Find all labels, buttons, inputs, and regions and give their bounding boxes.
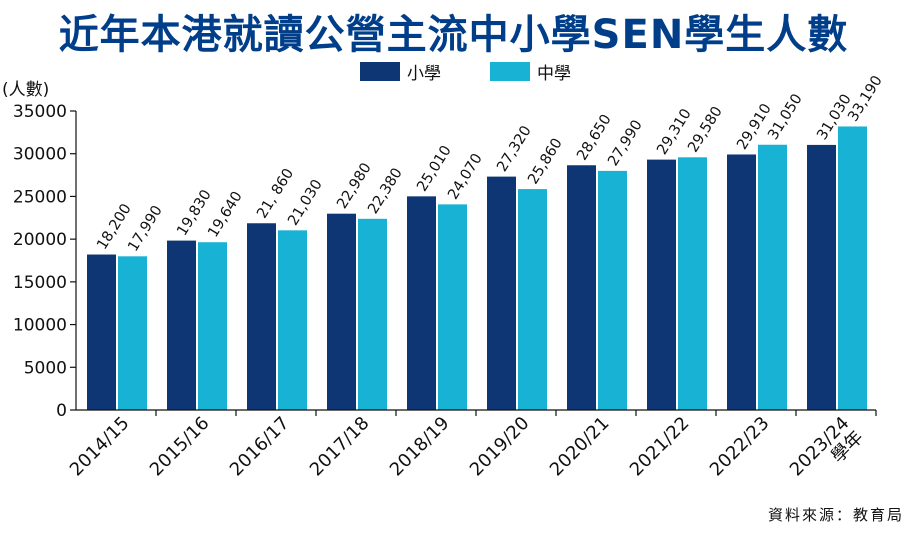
bar-secondary-5 [438,204,467,410]
bar-primary-7 [567,165,596,410]
y-tick-label: 5000 [24,358,67,378]
legend: 小學 中學 [360,62,571,84]
x-tick-label: 2016/17 [226,413,294,481]
bar-secondary-9 [758,144,787,410]
bar-secondary-7 [598,170,627,410]
x-tick-label: 2018/19 [386,413,454,481]
data-label: 21,030 [285,177,325,229]
y-tick-label: 35000 [13,102,67,122]
x-tick-label: 2014/15 [66,413,134,481]
x-axis: 2014/15 2015/16 2016/17 2017/18 2018/19 2019/… [66,409,877,495]
legend-label-2: 中學 [537,64,571,84]
source-note: 資料來源：教育局 [768,506,904,524]
y-axis: 0 5000 10000 15000 20000 25000 30000 35000 [13,102,77,421]
y-tick-label: 25000 [13,187,67,207]
bar-primary-2 [167,240,196,410]
y-tick-label: 15000 [13,273,67,293]
bar-primary-10 [807,144,836,410]
y-tick-label: 0 [56,401,67,421]
bar-secondary-2 [198,242,227,410]
data-label: 27,320 [494,123,534,175]
bar-primary-9 [727,154,756,410]
data-label: 31,050 [765,91,805,143]
bar-primary-5 [407,196,436,410]
x-tick-label: 2023/24學年 [786,413,868,495]
bar-secondary-3 [278,230,307,410]
chart-title: 近年本港就讀公營主流中小學SEN學生人數 [58,12,849,58]
x-tick-label: 2019/20 [466,413,534,481]
bar-primary-6 [487,176,516,410]
bar-primary-4 [327,213,356,410]
data-label: 25,860 [525,136,565,188]
data-label: 29,580 [685,104,725,156]
x-tick-label: 2020/21 [546,413,614,481]
x-tick-label: 2022/23 [706,413,774,481]
legend-swatch-2 [490,62,530,81]
bar-primary-1 [87,254,116,410]
legend-swatch-1 [360,62,400,81]
x-tick-label: 2015/16 [146,413,214,481]
y-tick-label: 10000 [13,316,67,336]
bar-secondary-1 [118,256,147,410]
bar-secondary-6 [518,189,547,410]
bar-secondary-8 [678,157,707,410]
legend-label-1: 小學 [407,64,441,84]
y-axis-label: (人數) [2,80,49,100]
bar-secondary-10 [838,126,867,410]
y-tick-label: 20000 [13,230,67,250]
bar-primary-8 [647,159,676,410]
bar-primary-3 [247,223,276,410]
x-tick-label: 2021/22 [626,413,694,481]
data-label: 24,070 [445,151,485,203]
bar-secondary-4 [358,218,387,410]
y-tick-label: 30000 [13,145,67,165]
x-tick-label: 2017/18 [306,413,374,481]
